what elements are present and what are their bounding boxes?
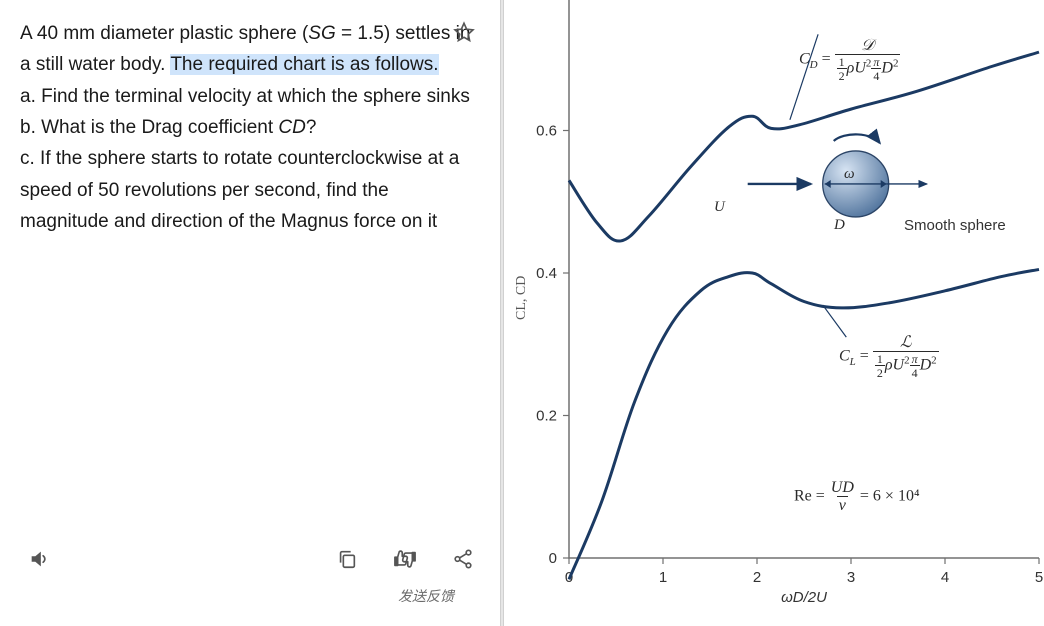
y-tick: 0.4 [536,265,557,282]
thumbs-icon [392,548,418,570]
reynolds-label: Re = UDν = 6 × 10⁴ [794,480,920,514]
x-tick: 2 [753,569,761,586]
cl-curve [569,269,1039,579]
question-part-c: c. If the sphere starts to rotate counte… [20,143,482,237]
omega-label: ω [844,165,855,183]
y-tick: 0.6 [536,123,557,140]
send-feedback-link[interactable]: 发送反馈 [20,582,482,616]
x-tick: 4 [941,569,949,586]
cd-formula: CD = 𝒟 12ρU2π4D2 [799,38,900,82]
drag-lift-chart: 01234500.20.40.60.8ωD/2U [504,0,1044,626]
cd-variable: CD [278,117,305,138]
chart-axes [569,0,1039,558]
x-tick: 3 [847,569,855,586]
y-axis-label: CL, CD [514,276,530,320]
cl-formula: CL = ℒ 12ρU2π4D2 [839,335,939,379]
question-intro-pre: A 40 mm diameter plastic sphere ( [20,23,308,44]
copy-button[interactable] [332,544,362,574]
y-tick: 0.2 [536,408,557,425]
x-tick: 5 [1035,569,1043,586]
share-button[interactable] [448,544,478,574]
cl-leader [823,305,847,337]
question-panel: A 40 mm diameter plastic sphere (SG = 1.… [0,0,500,626]
chart-panel: 01234500.20.40.60.8ωD/2U CL, CD CD = 𝒟 1… [504,0,1044,626]
question-part-a: a. Find the terminal velocity at which t… [20,81,482,112]
listen-button[interactable] [24,544,54,574]
question-highlight: The required chart is as follows. [170,54,438,75]
y-tick: 0 [549,550,557,567]
question-body: A 40 mm diameter plastic sphere (SG = 1.… [20,18,482,237]
x-tick: 1 [659,569,667,586]
bookmark-button[interactable] [450,18,478,46]
rate-button[interactable] [390,544,420,574]
question-toolbar [20,538,482,582]
question-part-b-pre: b. What is the Drag coefficient [20,117,278,138]
speaker-icon [28,548,50,570]
star-outline-icon [453,21,475,43]
question-part-b-post: ? [306,117,317,138]
u-label: U [714,198,725,216]
sg-variable: SG [308,23,335,44]
omega-arrow [834,134,880,143]
smooth-sphere-label: Smooth sphere [904,217,1006,234]
x-axis-label: ωD/2U [781,589,827,606]
d-label: D [834,216,845,234]
copy-icon [336,548,358,570]
share-icon [452,548,474,570]
